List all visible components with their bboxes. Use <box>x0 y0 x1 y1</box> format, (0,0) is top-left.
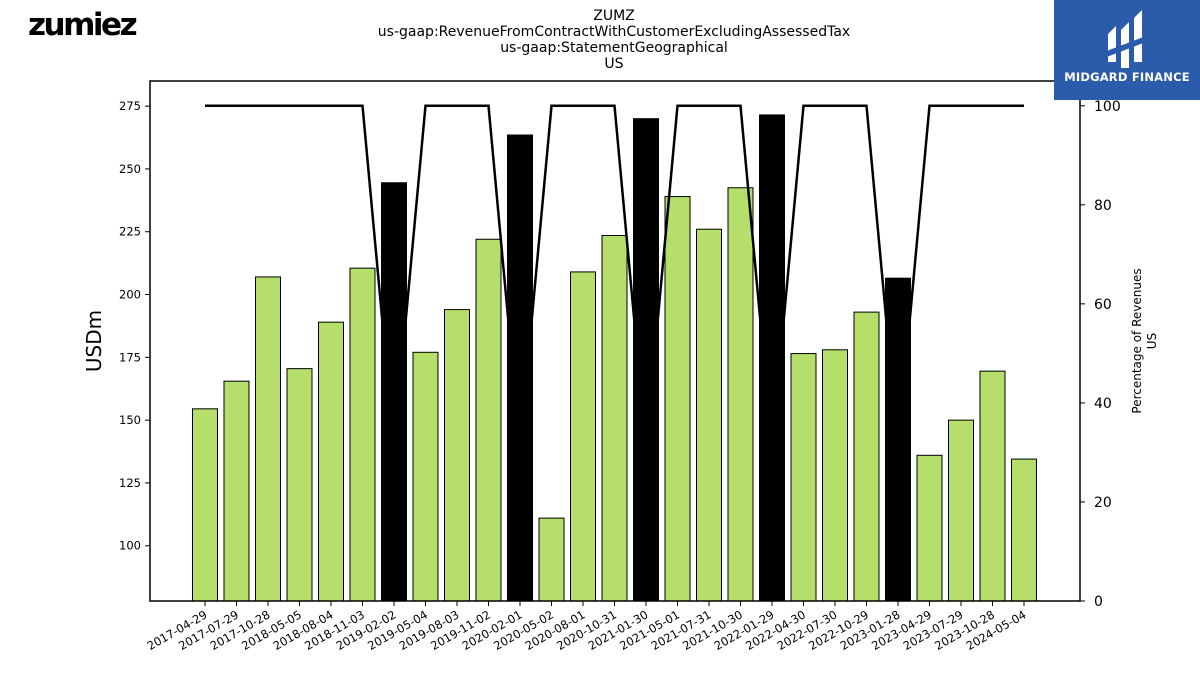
bar-2022-10-29 <box>853 311 880 602</box>
bar-2017-07-29 <box>223 380 250 602</box>
bar-2018-11-03 <box>349 267 376 602</box>
y-axis-right-ticks: 0 20 40 60 80 100 <box>1080 99 1121 610</box>
y-axis-left-ticks: 100 125 150 175 200 225 250 275 <box>119 99 150 553</box>
bar-2019-08-03 <box>444 309 470 602</box>
midgard-emblem-icon <box>1104 10 1146 68</box>
bar-2019-05-04 <box>412 351 439 602</box>
y-tick-label: 200 <box>119 288 141 302</box>
y-tick-label: 100 <box>119 539 141 553</box>
bar-series <box>192 114 1037 602</box>
bar-2020-02-01 <box>507 134 533 602</box>
y-axis-right-label-line-1: Percentage of Revenues <box>1130 268 1144 413</box>
zumiez-logo-text: zumiez <box>28 7 137 42</box>
bar-2019-02-02 <box>381 182 407 602</box>
bar-2017-10-28 <box>255 276 281 602</box>
y-tick-label: 225 <box>119 225 141 239</box>
y2-tick-label: 100 <box>1094 99 1121 115</box>
chart-title-line-1: ZUMZ <box>593 8 635 24</box>
bar-2022-07-30 <box>822 349 848 602</box>
bar-2018-05-05 <box>286 368 313 602</box>
percentage-line <box>205 104 1024 448</box>
y-axis-left-label: USDm <box>82 310 106 372</box>
bar-2020-08-01 <box>570 271 596 602</box>
chart-title-line-4: US <box>604 56 623 72</box>
bar-2018-08-04 <box>318 321 344 602</box>
chart-title-line-3: us-gaap:StatementGeographical <box>500 40 728 56</box>
line-series <box>205 104 1024 448</box>
bar-2023-04-29 <box>916 454 943 602</box>
bar-2017-04-29 <box>192 408 218 602</box>
y2-tick-label: 80 <box>1094 198 1112 214</box>
bar-2019-11-02 <box>475 238 502 602</box>
bar-2020-10-31 <box>601 234 628 602</box>
y-tick-label: 150 <box>119 413 141 427</box>
bar-2021-05-01 <box>664 196 691 602</box>
y2-tick-label: 40 <box>1094 396 1112 412</box>
y-tick-label: 250 <box>119 162 141 176</box>
midgard-finance-logo: MIDGARD FINANCE <box>1054 0 1200 100</box>
bar-2021-10-30 <box>727 187 754 602</box>
bar-2021-07-31 <box>696 228 722 602</box>
y-tick-label: 275 <box>119 99 141 113</box>
y-tick-label: 125 <box>119 476 141 490</box>
y2-tick-label: 60 <box>1094 297 1112 313</box>
y2-tick-label: 20 <box>1094 495 1112 511</box>
bar-2023-10-28 <box>979 370 1006 602</box>
zumiez-logo: zumiez <box>28 6 148 43</box>
bar-2020-05-02 <box>538 517 565 602</box>
bar-2022-04-30 <box>790 353 817 602</box>
bar-2024-05-04 <box>1011 458 1037 602</box>
x-axis-ticks: 2017-04-292017-07-292017-10-282018-05-05… <box>145 601 1029 653</box>
chart-title-line-2: us-gaap:RevenueFromContractWithCustomerE… <box>378 24 850 40</box>
y2-tick-label: 0 <box>1094 594 1103 610</box>
chart-title: ZUMZ us-gaap:RevenueFromContractWithCust… <box>378 8 850 72</box>
bar-2023-07-29 <box>948 419 974 602</box>
y-axis-right-label-line-2: US <box>1145 333 1159 349</box>
y-tick-label: 175 <box>119 350 141 364</box>
midgard-finance-logo-text: MIDGARD FINANCE <box>1064 70 1190 84</box>
